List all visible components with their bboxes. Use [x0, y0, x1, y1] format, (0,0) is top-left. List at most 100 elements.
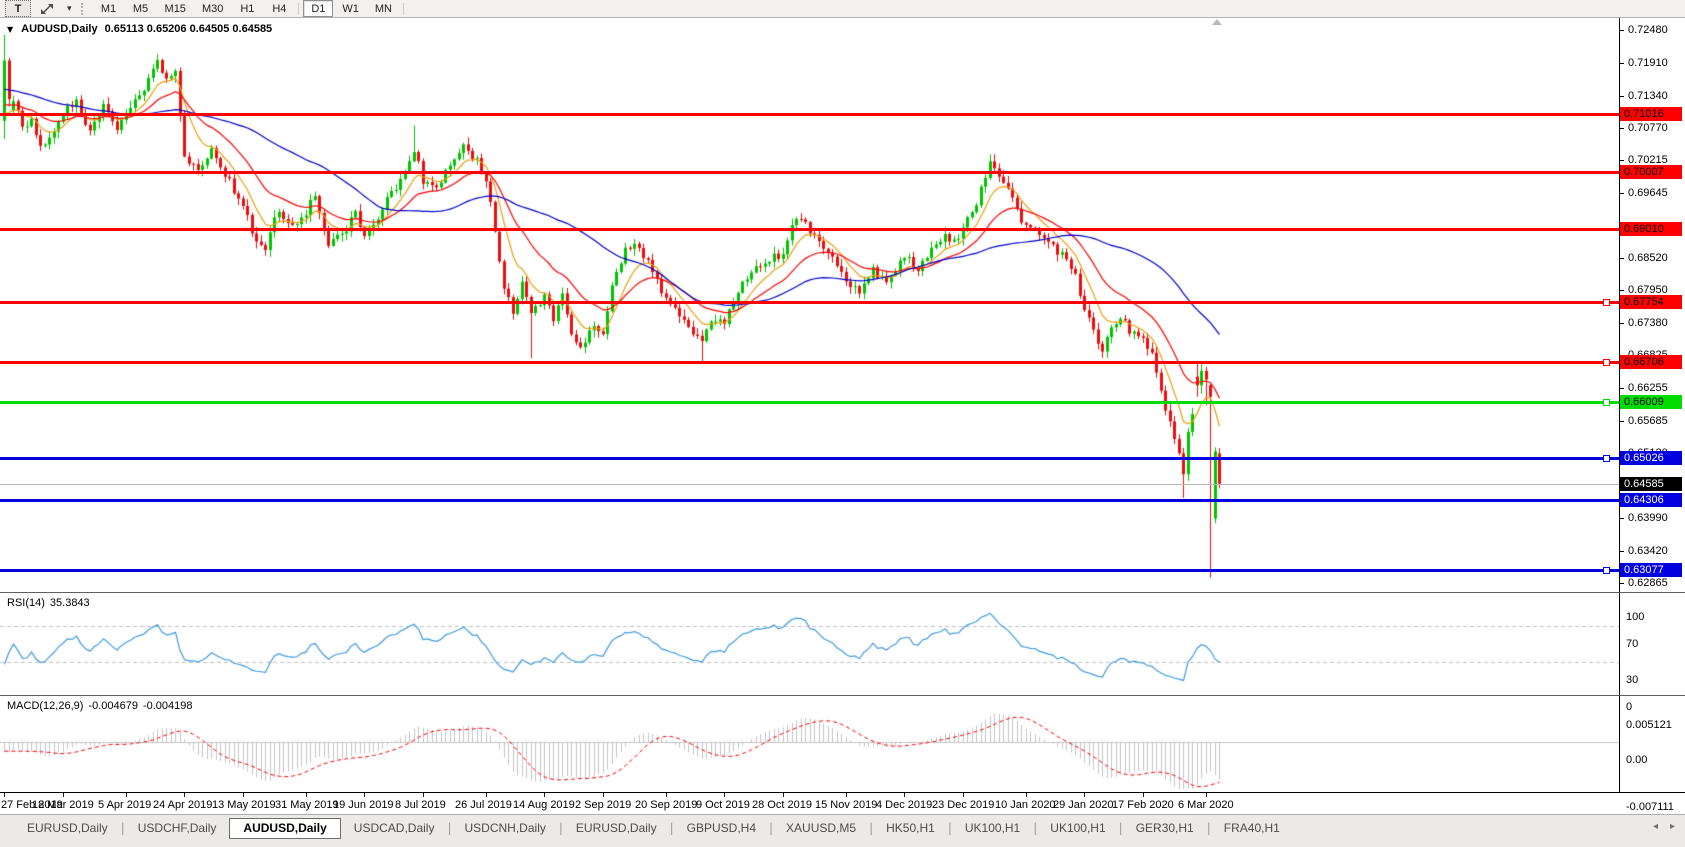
- hline-handle-0.66009[interactable]: [1603, 399, 1610, 406]
- hline-0.67754[interactable]: [0, 301, 1619, 304]
- timeframe-button-m1[interactable]: M1: [100, 2, 117, 15]
- date-label: 18 Mar 2019: [32, 799, 94, 811]
- hline-handle-0.65026[interactable]: [1603, 455, 1610, 462]
- price-tick-label: 0.62865: [1628, 577, 1668, 589]
- toolbar-grip[interactable]: [80, 2, 87, 15]
- chart-tab-usdchf-daily[interactable]: USDCHF,Daily: [137, 821, 217, 835]
- tab-separator: |: [869, 821, 874, 835]
- chart-tab-gbpusd-h4[interactable]: GBPUSD,H4: [686, 821, 756, 835]
- date-label: 2 Sep 2019: [575, 799, 632, 811]
- date-tick: [1143, 793, 1144, 797]
- date-label: 24 Apr 2019: [153, 799, 213, 811]
- timeframe-button-mn[interactable]: MN: [374, 2, 392, 15]
- chart-tab-eurusd-daily[interactable]: EURUSD,Daily: [575, 821, 657, 835]
- toolbar: T ▾ M1 M5 M15 M30 H1 H4 D1 W1 MN: [0, 0, 1685, 18]
- chart-tab-fra40-h1[interactable]: FRA40,H1: [1223, 821, 1280, 835]
- chart-menu-arrow-icon[interactable]: ▼: [7, 24, 14, 34]
- chart-tab-audusd-daily[interactable]: AUDUSD,Daily: [229, 818, 341, 839]
- chart-tab-bar: EURUSD,Daily | USDCHF,Daily AUDUSD,Daily USD…: [0, 814, 1685, 847]
- hline-handle-0.66706[interactable]: [1603, 359, 1610, 366]
- macd-value: -0.004679: [88, 700, 138, 712]
- date-tick: [724, 793, 725, 797]
- date-tick: [423, 793, 424, 797]
- price-tick-label: 0.67950: [1628, 284, 1668, 296]
- date-label: 6 Mar 2020: [1178, 799, 1234, 811]
- axis-price-label-0.64306: 0.64306: [1620, 493, 1682, 507]
- date-tick: [666, 793, 667, 797]
- hline-0.66009[interactable]: [0, 401, 1619, 404]
- price-tick-dash: [1620, 96, 1624, 97]
- rsi-panel-canvas[interactable]: [0, 593, 1619, 694]
- chart-tab-xauusd-m5[interactable]: XAUUSD,M5: [786, 821, 857, 835]
- date-tick: [1084, 793, 1085, 797]
- chart-window: ▼ AUDUSD,Daily 0.65113 0.65206 0.64505 0…: [0, 18, 1685, 814]
- macd-panel-canvas[interactable]: [0, 696, 1619, 791]
- price-tick-dash: [1620, 518, 1624, 519]
- macd-axis-label-0.00: 0.00: [1626, 754, 1648, 766]
- price-tick-label: 0.70215: [1628, 154, 1668, 166]
- rsi-panel-splitter[interactable]: [0, 592, 1685, 593]
- chart-tab-uk100-h1[interactable]: UK100,H1: [964, 821, 1021, 835]
- axis-price-label-0.65026: 0.65026: [1620, 451, 1682, 465]
- date-label: 14 Aug 2019: [513, 799, 575, 811]
- date-label: 10 Jan 2020: [995, 799, 1056, 811]
- chart-tab-uk100-h1[interactable]: UK100,H1: [1050, 821, 1106, 835]
- tab-separator: |: [1206, 821, 1211, 835]
- timeframe-button-m30[interactable]: M30: [201, 2, 224, 15]
- chart-tab-hk50-h1[interactable]: HK50,H1: [886, 821, 935, 835]
- timeframe-button-m5[interactable]: M5: [132, 2, 149, 15]
- chart-tab-eurusd-daily[interactable]: EURUSD,Daily: [27, 821, 108, 835]
- date-label: 20 Sep 2019: [635, 799, 698, 811]
- tab-separator: |: [447, 821, 452, 835]
- hline-handle-0.63077[interactable]: [1603, 567, 1610, 574]
- text-tool-button[interactable]: T: [5, 0, 31, 17]
- date-label: 8 Jul 2019: [395, 799, 446, 811]
- date-label: 15 Nov 2019: [815, 799, 878, 811]
- date-label: 19 Jun 2019: [333, 799, 394, 811]
- tab-separator: |: [769, 821, 774, 835]
- macd-indicator-label: MACD(12,26,9) -0.004679 -0.004198: [7, 700, 193, 712]
- chart-tab-usdcnh-daily[interactable]: USDCNH,Daily: [464, 821, 546, 835]
- hline-0.70007[interactable]: [0, 171, 1619, 174]
- date-tick: [904, 793, 905, 797]
- timeframe-button-w1[interactable]: W1: [342, 2, 359, 15]
- date-tick: [306, 793, 307, 797]
- price-tick-dash: [1620, 30, 1624, 31]
- hline-0.63077[interactable]: [0, 569, 1619, 572]
- price-tick-dash: [1620, 258, 1624, 259]
- macd-panel-splitter[interactable]: [0, 695, 1685, 696]
- chart-tab-ger30-h1[interactable]: GER30,H1: [1135, 821, 1194, 835]
- tab-nav-left-icon[interactable]: ◂: [1652, 821, 1658, 832]
- timeframe-button-d1[interactable]: D1: [303, 0, 334, 17]
- hline-handle-0.67754[interactable]: [1603, 299, 1610, 306]
- axis-price-label-0.71016: 0.71016: [1620, 107, 1682, 121]
- axis-price-label-0.70007: 0.70007: [1620, 165, 1682, 179]
- current-price-line: [0, 484, 1619, 485]
- date-label: 28 Oct 2019: [752, 799, 812, 811]
- hline-0.66706[interactable]: [0, 361, 1619, 364]
- hline-0.64306[interactable]: [0, 499, 1619, 502]
- timeframe-button-m15[interactable]: M15: [164, 2, 186, 15]
- price-chart-canvas[interactable]: [0, 18, 1619, 592]
- price-tick-dash: [1620, 583, 1624, 584]
- tab-separator: |: [669, 821, 674, 835]
- price-tick-label: 0.63990: [1628, 512, 1668, 524]
- hline-0.65026[interactable]: [0, 457, 1619, 460]
- timeframe-button-h4[interactable]: H4: [272, 2, 287, 15]
- price-tick-dash: [1620, 551, 1624, 552]
- tool-dropdown-button[interactable]: ▾: [67, 3, 72, 14]
- macd-axis-label--0.007111: -0.007111: [1626, 801, 1674, 813]
- tab-nav-right-icon[interactable]: ▸: [1669, 821, 1675, 832]
- date-tick: [783, 793, 784, 797]
- hline-0.71016[interactable]: [0, 113, 1619, 116]
- rsi-name: RSI(14): [7, 597, 45, 609]
- date-tick: [126, 793, 127, 797]
- cursor-tool-button[interactable]: [33, 0, 61, 17]
- hline-0.69010[interactable]: [0, 228, 1619, 231]
- tab-separator: |: [558, 821, 563, 835]
- chart-tab-usdcad-daily[interactable]: USDCAD,Daily: [353, 821, 435, 835]
- tab-separator: |: [120, 821, 125, 835]
- timeframe-button-h1[interactable]: H1: [240, 2, 255, 15]
- chart-shift-marker[interactable]: [1212, 19, 1222, 25]
